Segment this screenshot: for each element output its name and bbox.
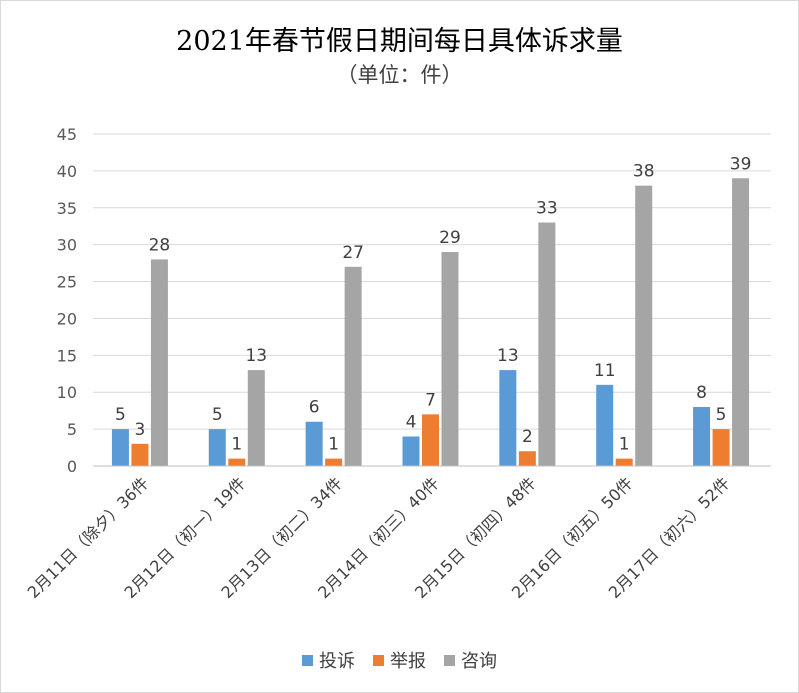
y-tick-label: 40 bbox=[57, 162, 77, 181]
bar-report bbox=[422, 414, 439, 466]
bar-inquiry bbox=[150, 259, 168, 466]
data-label: 7 bbox=[425, 390, 436, 410]
legend-swatch bbox=[444, 654, 455, 666]
data-label: 27 bbox=[342, 243, 364, 263]
data-label: 5 bbox=[115, 405, 126, 425]
y-tick-label: 15 bbox=[57, 346, 77, 365]
y-tick-label: 45 bbox=[57, 125, 77, 144]
data-label: 39 bbox=[730, 154, 752, 174]
legend-swatch bbox=[373, 654, 384, 666]
bar-report bbox=[615, 458, 633, 466]
data-label: 11 bbox=[594, 361, 616, 381]
data-label: 5 bbox=[212, 405, 223, 425]
bar-report bbox=[518, 451, 536, 466]
bars bbox=[111, 178, 750, 466]
bar-report bbox=[131, 443, 149, 466]
data-label: 33 bbox=[536, 199, 558, 219]
gridlines bbox=[93, 133, 771, 467]
bar-inquiry bbox=[635, 185, 653, 466]
data-label: 13 bbox=[245, 346, 267, 366]
bar-report bbox=[325, 458, 343, 466]
x-axis: 2月11日（除夕）36件2月12日（初一）19件2月13日（初二）34件2月14… bbox=[24, 465, 771, 602]
data-label: 5 bbox=[716, 405, 727, 425]
data-label: 8 bbox=[696, 383, 707, 403]
data-label: 28 bbox=[149, 235, 171, 255]
y-tick-label: 0 bbox=[67, 457, 77, 476]
y-tick-label: 10 bbox=[57, 383, 77, 402]
bar-inquiry bbox=[732, 178, 750, 466]
bar-complaint bbox=[305, 421, 323, 466]
chart-title: 2021年春节假日期间每日具体诉求量 bbox=[176, 26, 623, 57]
data-label: 13 bbox=[497, 346, 519, 366]
y-tick-label: 5 bbox=[67, 420, 77, 439]
bar-inquiry bbox=[344, 266, 362, 466]
y-tick-label: 30 bbox=[57, 236, 77, 255]
bar-report bbox=[712, 429, 730, 466]
y-axis: 0 5 10 15 20 25 30 35 40 45 bbox=[57, 125, 77, 476]
bar-complaint bbox=[693, 406, 711, 466]
data-label: 2 bbox=[522, 427, 533, 447]
bar-report bbox=[228, 458, 246, 466]
bar-complaint bbox=[208, 429, 226, 466]
bar-complaint bbox=[111, 429, 129, 466]
bar-inquiry bbox=[247, 370, 265, 466]
data-label: 1 bbox=[619, 435, 630, 455]
chart-subtitle: （单位：件） bbox=[336, 63, 463, 87]
bar-complaint bbox=[596, 384, 614, 466]
data-label: 29 bbox=[439, 228, 461, 248]
legend-item-inquiry: 咨询 bbox=[444, 647, 497, 673]
bar-inquiry bbox=[538, 222, 556, 466]
data-label: 6 bbox=[309, 398, 320, 418]
data-label: 38 bbox=[633, 162, 655, 182]
y-tick-label: 20 bbox=[57, 309, 77, 328]
data-label: 3 bbox=[135, 420, 146, 440]
legend-label: 咨询 bbox=[461, 651, 497, 672]
legend-label: 举报 bbox=[390, 651, 426, 672]
y-tick-label: 35 bbox=[57, 199, 77, 218]
bar-inquiry bbox=[441, 252, 459, 466]
bar-complaint bbox=[499, 370, 517, 466]
data-label: 1 bbox=[231, 435, 242, 455]
legend-item-report: 举报 bbox=[373, 647, 426, 673]
data-label: 4 bbox=[406, 412, 417, 432]
legend-swatch bbox=[302, 654, 313, 666]
legend-item-complaint: 投诉 bbox=[302, 647, 355, 673]
legend-label: 投诉 bbox=[319, 651, 355, 672]
y-tick-label: 25 bbox=[57, 273, 77, 292]
legend: 投诉 举报 咨询 bbox=[1, 647, 798, 673]
data-label: 1 bbox=[328, 435, 339, 455]
bar-complaint bbox=[402, 436, 420, 466]
